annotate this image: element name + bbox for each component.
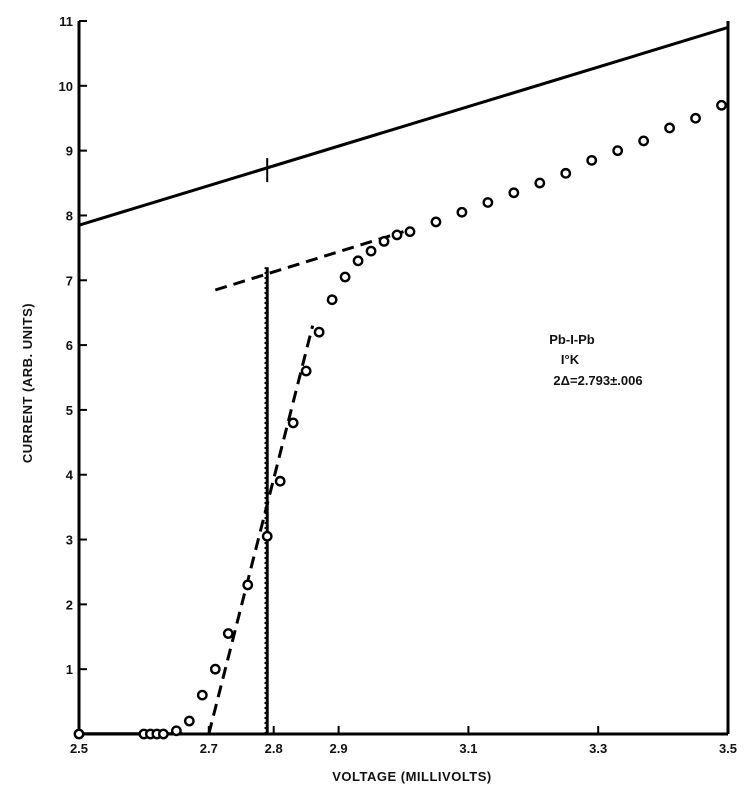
x-tick-label: 2.8 [265,741,283,756]
x-tick-label: 2.5 [70,741,88,756]
y-tick-label: 5 [66,403,73,418]
data-point [300,365,312,377]
y-tick-label: 4 [66,468,74,483]
y-tick-label: 6 [66,338,73,353]
y-tick-label: 3 [66,533,73,548]
data-point [196,689,208,701]
data-point [612,145,624,157]
data-point [560,167,572,179]
data-point [716,99,727,111]
x-tick-label: 3.3 [589,741,607,756]
data-point [482,197,494,208]
solid-fit-line [78,26,729,227]
x-tick-label: 3.5 [719,741,737,756]
fit-lines [78,26,729,735]
x-tick-label: 3.1 [459,741,477,756]
data-point [73,728,85,740]
data-points [73,99,727,740]
data-point [274,475,286,487]
data-point [339,271,351,283]
y-tick-label: 1 [66,662,73,677]
data-point [352,255,364,267]
dashed-rise-line [207,325,315,735]
data-point [378,235,390,247]
dashed-upper-line [214,230,404,292]
data-point [664,122,675,134]
annotation-line-1: Pb-I-Pb [549,332,595,347]
y-tick-label: 9 [66,144,73,159]
data-point [534,177,546,189]
y-tick-label: 7 [66,273,73,288]
y-tick-label: 8 [66,208,73,223]
annotation-line-3: 2Δ=2.793±.006 [553,373,642,388]
axes [77,20,730,736]
data-point [638,135,650,147]
x-axis-label: VOLTAGE (MILLIVOLTS) [332,769,491,784]
data-point [222,628,234,639]
data-point [209,663,221,675]
data-point [508,187,520,199]
data-point [242,579,254,591]
data-point [391,229,403,241]
data-point [183,715,195,727]
data-point [287,417,299,429]
data-point [365,245,377,257]
data-point [157,728,169,740]
data-point [586,154,598,166]
data-point [456,206,468,218]
y-axis-label: CURRENT (ARB. UNITS) [20,303,35,463]
x-tick-label: 2.7 [200,741,218,756]
y-tick-label: 10 [59,79,73,94]
annotation-line-2: I°K [561,352,580,367]
y-tick-label: 11 [59,14,73,29]
data-point [690,112,701,124]
tick-labels: 1 2 3 4 5 6 7 8 9 10 11 2.5 2.7 2.8 2.9 3.1 3.3 3.5 [59,14,738,756]
data-point [313,326,325,338]
y-tick-label: 2 [66,597,73,612]
data-point [404,226,416,238]
x-tick-label: 2.9 [330,741,348,756]
data-point [261,530,273,542]
data-point [326,294,338,306]
data-point [430,216,442,228]
data-point [170,725,182,737]
